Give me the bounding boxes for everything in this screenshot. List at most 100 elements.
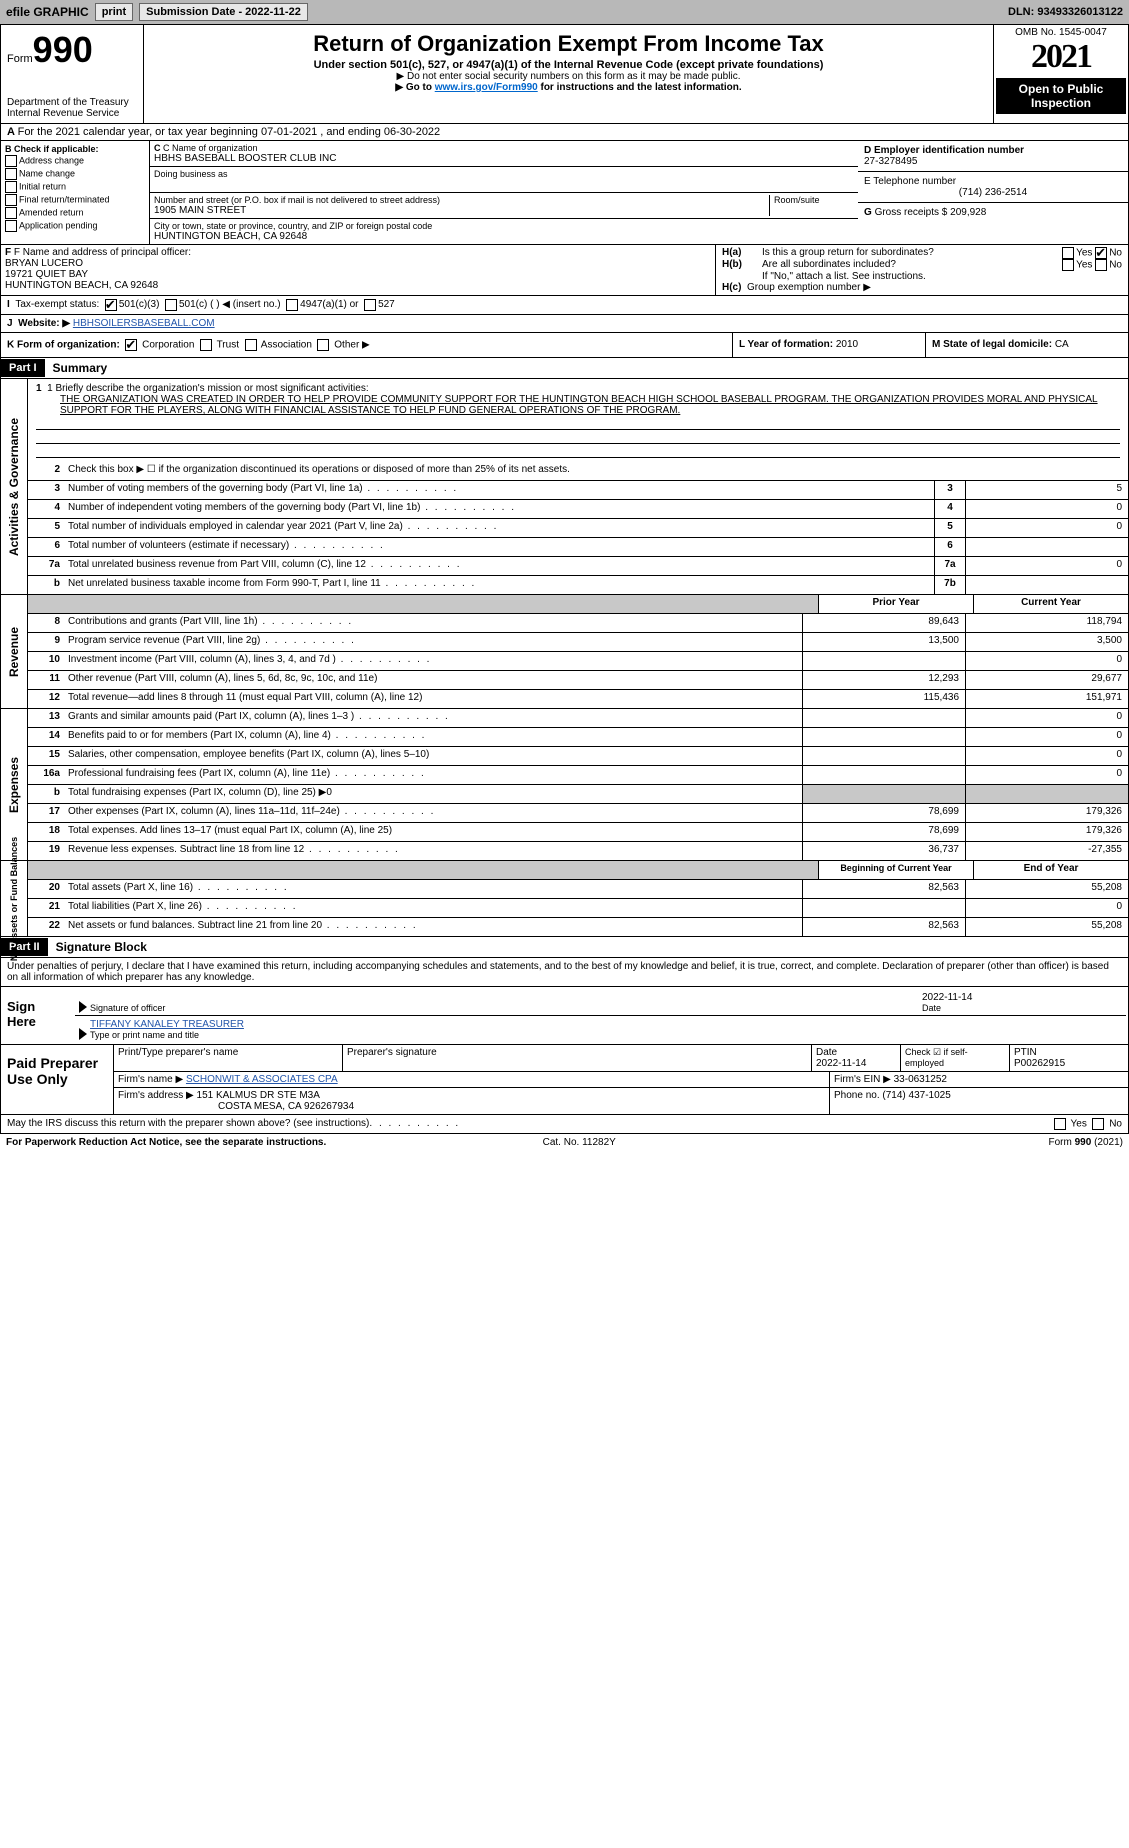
sidebar-revenue: Revenue xyxy=(1,595,28,708)
print-name-label: Type or print name and title xyxy=(90,1030,244,1040)
l11c: 29,677 xyxy=(965,671,1128,689)
c-name-label: C Name of organization xyxy=(163,143,258,153)
corp-checkbox[interactable] xyxy=(125,339,137,351)
website-link[interactable]: HBHSOILERSBASEBALL.COM xyxy=(73,318,215,329)
discuss-no-checkbox[interactable] xyxy=(1092,1118,1104,1130)
ptin-label: PTIN xyxy=(1014,1047,1124,1058)
line3-desc: Number of voting members of the governin… xyxy=(68,483,363,494)
firm-name-link[interactable]: SCHONWIT & ASSOCIATES CPA xyxy=(186,1074,338,1085)
4947-checkbox[interactable] xyxy=(286,299,298,311)
officer-addr2: HUNTINGTON BEACH, CA 92648 xyxy=(5,280,711,291)
l9c: 3,500 xyxy=(965,633,1128,651)
prep-date-value: 2022-11-14 xyxy=(816,1058,896,1069)
name-address-block: C C Name of organization HBHS BASEBALL B… xyxy=(150,141,858,244)
right-info-col: D Employer identification number 27-3278… xyxy=(858,141,1128,244)
klm-block: K Form of organization: Corporation Trus… xyxy=(1,333,1128,358)
m-label: M State of legal domicile: xyxy=(932,339,1052,350)
k-label: K Form of organization: xyxy=(7,340,120,351)
501c3-checkbox[interactable] xyxy=(105,299,117,311)
j-block: J Website: ▶ HBHSOILERSBASEBALL.COM xyxy=(1,315,1128,333)
l8p: 89,643 xyxy=(802,614,965,632)
part2-tag: Part II xyxy=(1,938,48,956)
l20d: Total assets (Part X, line 16) xyxy=(68,882,193,893)
ein-value: 27-3278495 xyxy=(864,156,1122,167)
firm-addr1: 151 KALMUS DR STE M3A xyxy=(197,1090,320,1101)
hb-label: Are all subordinates included? xyxy=(762,259,1062,271)
other-label: Other ▶ xyxy=(334,340,369,351)
hb-no-checkbox[interactable] xyxy=(1095,259,1107,271)
discuss-yes-checkbox[interactable] xyxy=(1054,1118,1066,1130)
501c-checkbox[interactable] xyxy=(165,299,177,311)
l17p: 78,699 xyxy=(802,804,965,822)
app-pending-checkbox[interactable] xyxy=(5,220,17,232)
cat-no: Cat. No. 11282Y xyxy=(543,1137,616,1148)
dln-label: DLN: 93493326013122 xyxy=(1008,6,1123,18)
b-checkboxes: B Check if applicable: Address change Na… xyxy=(1,141,150,244)
line5-val: 0 xyxy=(965,519,1128,537)
l12c: 151,971 xyxy=(965,690,1128,708)
l22p: 82,563 xyxy=(802,918,965,936)
officer-name: BRYAN LUCERO xyxy=(5,258,711,269)
l10d: Investment income (Part VIII, column (A)… xyxy=(68,654,336,665)
l19p: 36,737 xyxy=(802,842,965,860)
tax-year: 2021 xyxy=(996,38,1126,76)
l12p: 115,436 xyxy=(802,690,965,708)
ein-label: D Employer identification number xyxy=(864,145,1122,156)
final-return-checkbox[interactable] xyxy=(5,194,17,206)
addr-change-checkbox[interactable] xyxy=(5,155,17,167)
hb-yes-checkbox[interactable] xyxy=(1062,259,1074,271)
amended-checkbox[interactable] xyxy=(5,207,17,219)
ha-no-checkbox[interactable] xyxy=(1095,247,1107,259)
l8c: 118,794 xyxy=(965,614,1128,632)
sig-officer-label: Signature of officer xyxy=(90,1003,922,1013)
title-box: Return of Organization Exempt From Incom… xyxy=(144,25,993,123)
open-public-badge: Open to Public Inspection xyxy=(996,78,1126,114)
submission-date-button[interactable]: Submission Date - 2022-11-22 xyxy=(139,3,308,21)
527-checkbox[interactable] xyxy=(364,299,376,311)
l17c: 179,326 xyxy=(965,804,1128,822)
sign-date-label: Date xyxy=(922,1003,1122,1013)
l19c: -27,355 xyxy=(965,842,1128,860)
arrow-icon-2 xyxy=(79,1028,87,1040)
l21c: 0 xyxy=(965,899,1128,917)
l18p: 78,699 xyxy=(802,823,965,841)
line5-desc: Total number of individuals employed in … xyxy=(68,521,403,532)
b-label: B Check if applicable: xyxy=(5,144,145,154)
l14p xyxy=(802,728,965,746)
l22c: 55,208 xyxy=(965,918,1128,936)
prep-sig-label: Preparer's signature xyxy=(343,1045,812,1071)
hb2-note: If "No," attach a list. See instructions… xyxy=(722,271,1122,282)
assoc-label: Association xyxy=(261,340,312,351)
l21d: Total liabilities (Part X, line 26) xyxy=(68,901,202,912)
line6-desc: Total number of volunteers (estimate if … xyxy=(68,540,289,551)
other-checkbox[interactable] xyxy=(317,339,329,351)
assoc-checkbox[interactable] xyxy=(245,339,257,351)
irs-link[interactable]: www.irs.gov/Form990 xyxy=(435,82,538,93)
ha-yes-checkbox[interactable] xyxy=(1062,247,1074,259)
prep-phone-label: Phone no. xyxy=(834,1090,880,1101)
discuss-label: May the IRS discuss this return with the… xyxy=(7,1118,369,1130)
name-change-checkbox[interactable] xyxy=(5,168,17,180)
no-label: No xyxy=(1109,248,1122,259)
l11d: Other revenue (Part VIII, column (A), li… xyxy=(68,673,377,684)
yes-label: Yes xyxy=(1076,248,1092,259)
eoy-header: End of Year xyxy=(973,861,1128,879)
l10c: 0 xyxy=(965,652,1128,670)
l13d: Grants and similar amounts paid (Part IX… xyxy=(68,711,354,722)
room-label: Room/suite xyxy=(774,195,854,205)
dept-treasury: Department of the Treasury xyxy=(7,97,137,108)
firm-name-label: Firm's name ▶ xyxy=(118,1074,183,1085)
prep-self-emp: Check ☑ if self-employed xyxy=(901,1045,1010,1071)
officer-print-name[interactable]: TIFFANY KANALEY TREASURER xyxy=(90,1019,244,1030)
g-label: G xyxy=(864,207,872,218)
calendar-year-text: For the 2021 calendar year, or tax year … xyxy=(18,126,441,138)
goto-pre: ▶ Go to xyxy=(395,82,434,93)
trust-checkbox[interactable] xyxy=(200,339,212,351)
revenue-section: Revenue Prior Year Current Year 8Contrib… xyxy=(1,595,1128,709)
initial-return-checkbox[interactable] xyxy=(5,181,17,193)
l12d: Total revenue—add lines 8 through 11 (mu… xyxy=(64,690,802,708)
sign-here-block: Sign Here Signature of officer 2022-11-1… xyxy=(1,987,1128,1045)
print-button[interactable]: print xyxy=(95,3,133,21)
state-domicile: CA xyxy=(1055,339,1069,350)
netassets-section: Net Assets or Fund Balances Beginning of… xyxy=(1,861,1128,937)
